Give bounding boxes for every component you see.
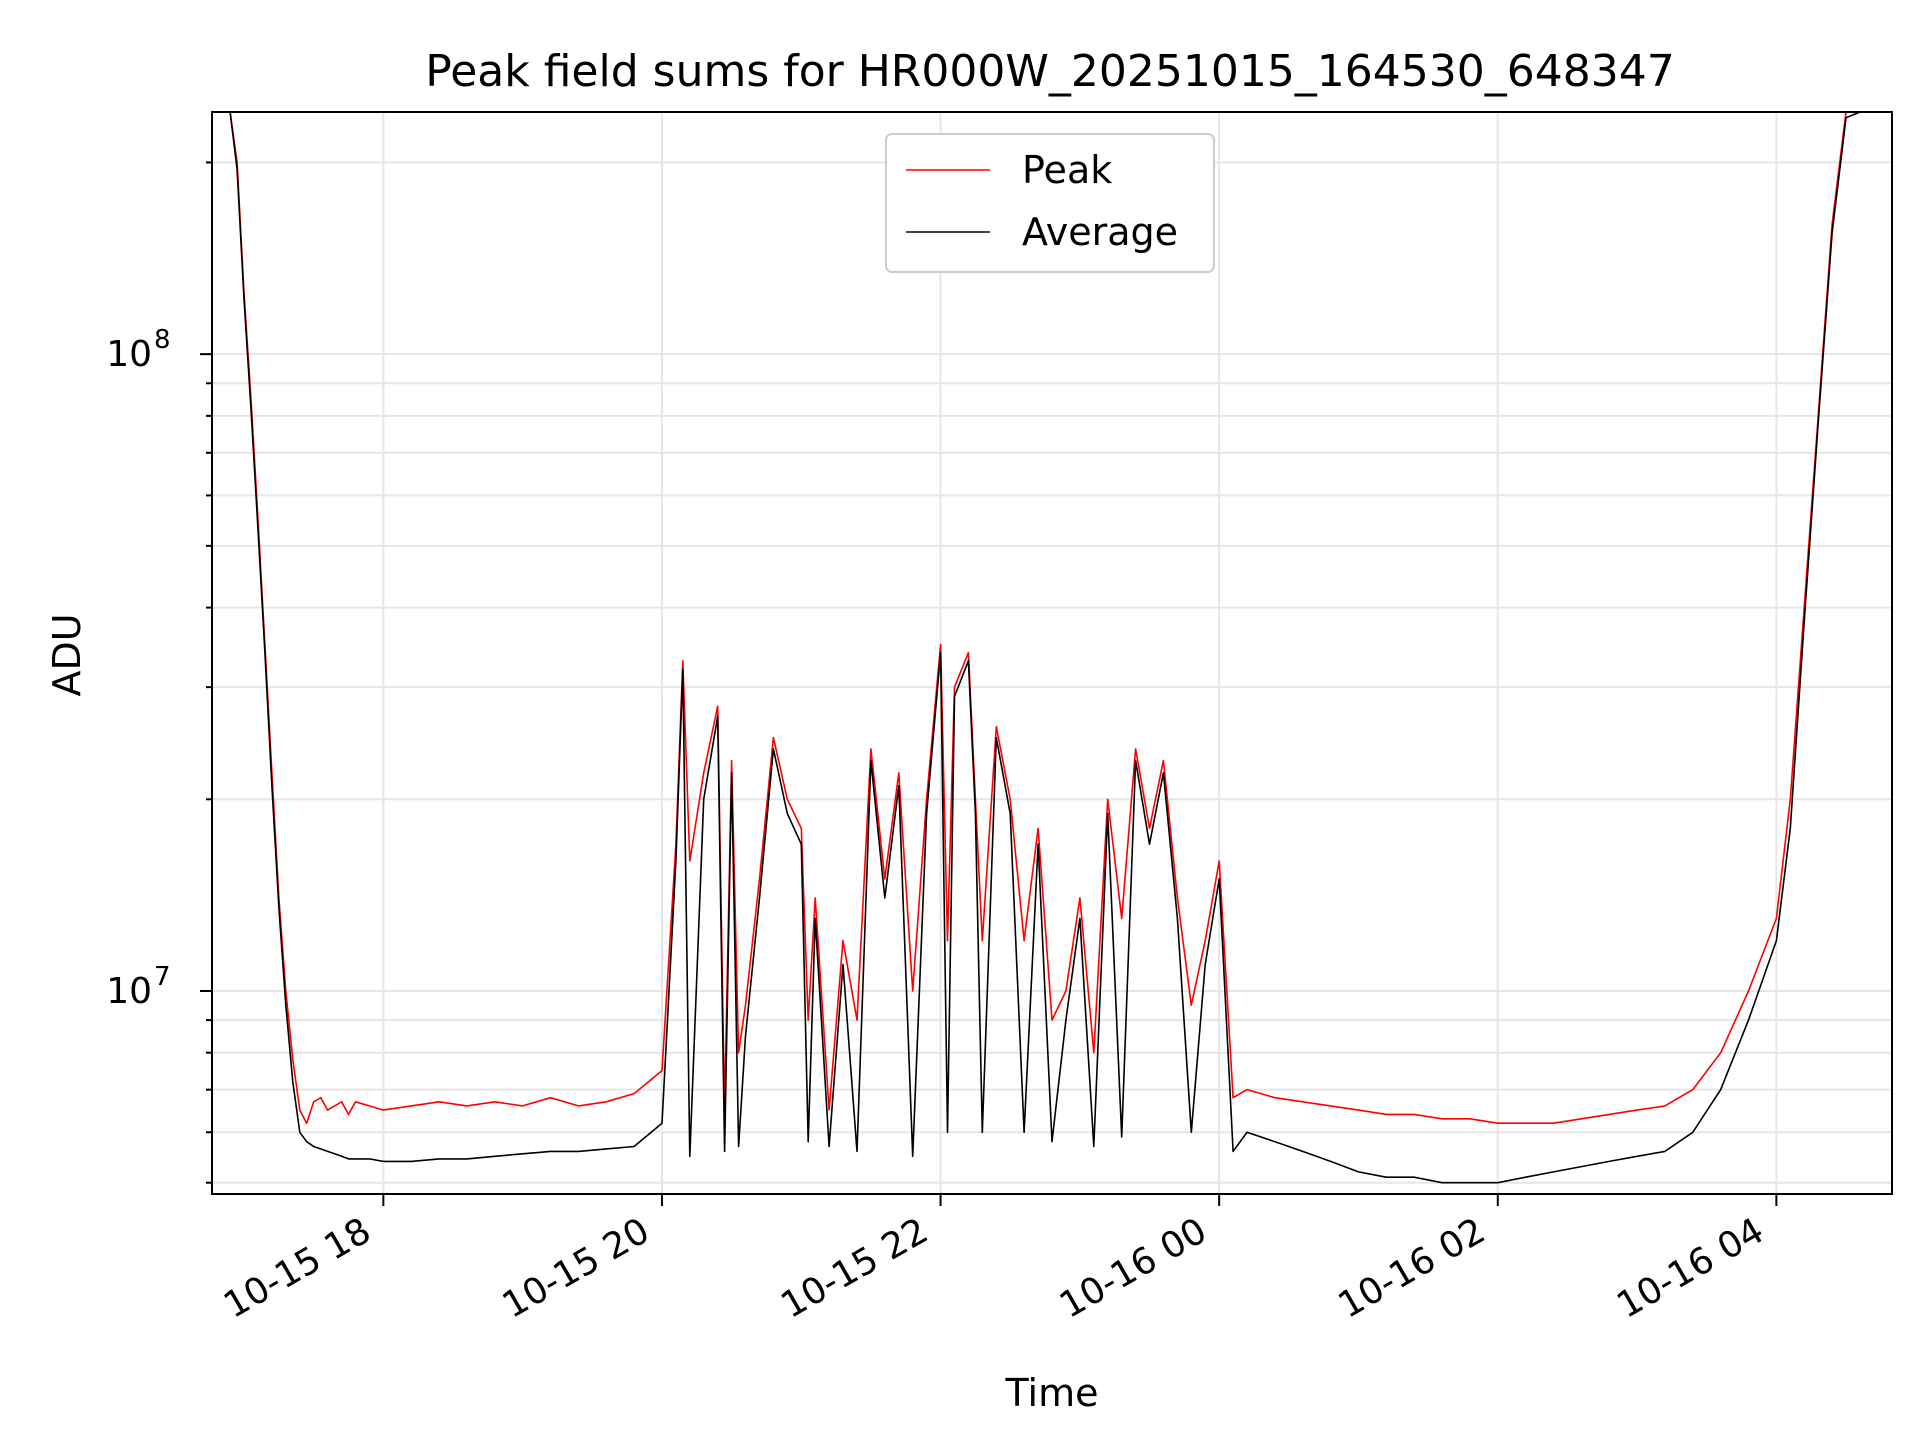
- x-axis-label: Time: [1005, 1371, 1099, 1415]
- legend-peak-label: Peak: [1022, 148, 1112, 192]
- y-tick-label: 10 7: [106, 962, 170, 1012]
- legend: Peak Average: [885, 133, 1215, 273]
- y-axis-label: ADU: [45, 613, 89, 696]
- y-tick-label-exponent: 7: [154, 962, 171, 992]
- plot-frame: [211, 111, 1893, 1195]
- legend-average-label: Average: [1022, 210, 1178, 254]
- y-tick-label-base: 10: [106, 334, 152, 375]
- chart-title: Peak field sums for HR000W_20251015_1645…: [425, 46, 1675, 97]
- y-tick-label: 10 8: [106, 325, 170, 375]
- y-tick-label-base: 10: [106, 971, 152, 1012]
- legend-box: [885, 133, 1215, 273]
- data-lines: [229, 112, 1861, 1184]
- y-tick-label-exponent: 8: [154, 325, 171, 355]
- series-line-peak: [229, 112, 1860, 1124]
- series-line-average: [229, 112, 1861, 1184]
